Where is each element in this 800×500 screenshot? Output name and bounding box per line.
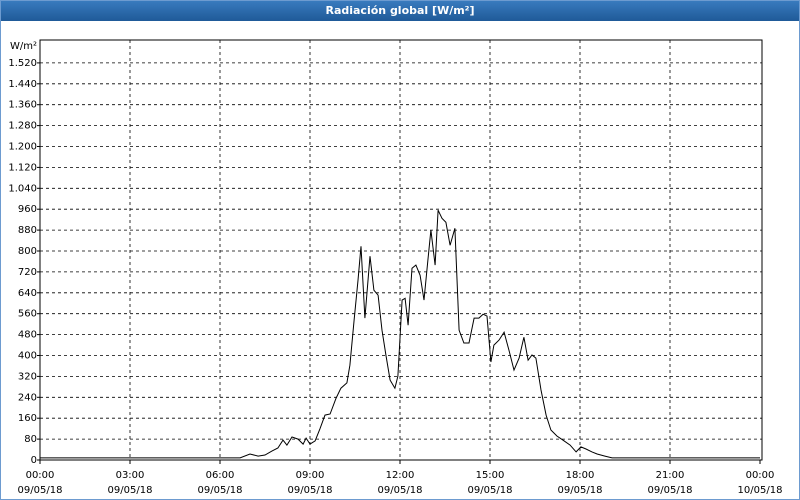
y-unit: W/m² xyxy=(10,41,37,52)
y-tick-label: 880 xyxy=(18,225,37,236)
y-tick-label: 160 xyxy=(18,413,37,424)
x-tick-date: 09/05/18 xyxy=(468,485,513,496)
y-tick-label: 640 xyxy=(18,288,37,299)
chart-title: Radiación global [W/m²] xyxy=(325,4,474,17)
x-tick-label: 15:00 xyxy=(476,470,505,481)
y-tick-label: 480 xyxy=(18,330,37,341)
x-tick-date: 09/05/18 xyxy=(288,485,333,496)
y-tick-label: 0 xyxy=(31,455,37,466)
y-tick-label: 1.360 xyxy=(8,100,37,111)
data-line xyxy=(40,209,760,459)
y-tick-label: 1.120 xyxy=(8,162,37,173)
y-tick-label: 240 xyxy=(18,392,37,403)
y-tick-label: 800 xyxy=(18,246,37,257)
y-tick-label: 1.520 xyxy=(8,58,37,69)
x-tick-label: 18:00 xyxy=(566,470,595,481)
y-tick-label: 960 xyxy=(18,204,37,215)
y-tick-label: 1.040 xyxy=(8,183,37,194)
x-tick-date: 09/05/18 xyxy=(558,485,603,496)
y-tick-label: 1.280 xyxy=(8,121,37,132)
x-tick-date: 09/05/18 xyxy=(198,485,243,496)
x-tick-label: 00:00 xyxy=(746,470,775,481)
y-tick-label: 80 xyxy=(24,434,37,445)
x-tick-label: 00:00 xyxy=(26,470,55,481)
x-tick-date: 09/05/18 xyxy=(18,485,63,496)
x-tick-date: 09/05/18 xyxy=(648,485,693,496)
x-tick-date: 09/05/18 xyxy=(108,485,153,496)
x-tick-label: 03:00 xyxy=(116,470,145,481)
y-tick-label: 720 xyxy=(18,267,37,278)
title-bar xyxy=(0,0,800,21)
x-tick-label: 06:00 xyxy=(206,470,235,481)
y-tick-label: 1.440 xyxy=(8,79,37,90)
x-tick-date: 09/05/18 xyxy=(378,485,423,496)
x-tick-date: 10/05/18 xyxy=(738,485,783,496)
y-tick-label: 560 xyxy=(18,309,37,320)
y-tick-label: 320 xyxy=(18,371,37,382)
plot-frame xyxy=(39,39,763,461)
x-tick-label: 12:00 xyxy=(386,470,415,481)
y-tick-label: 1.200 xyxy=(8,142,37,153)
y-tick-label: 400 xyxy=(18,351,37,362)
x-tick-label: 21:00 xyxy=(656,470,685,481)
x-tick-label: 09:00 xyxy=(296,470,325,481)
